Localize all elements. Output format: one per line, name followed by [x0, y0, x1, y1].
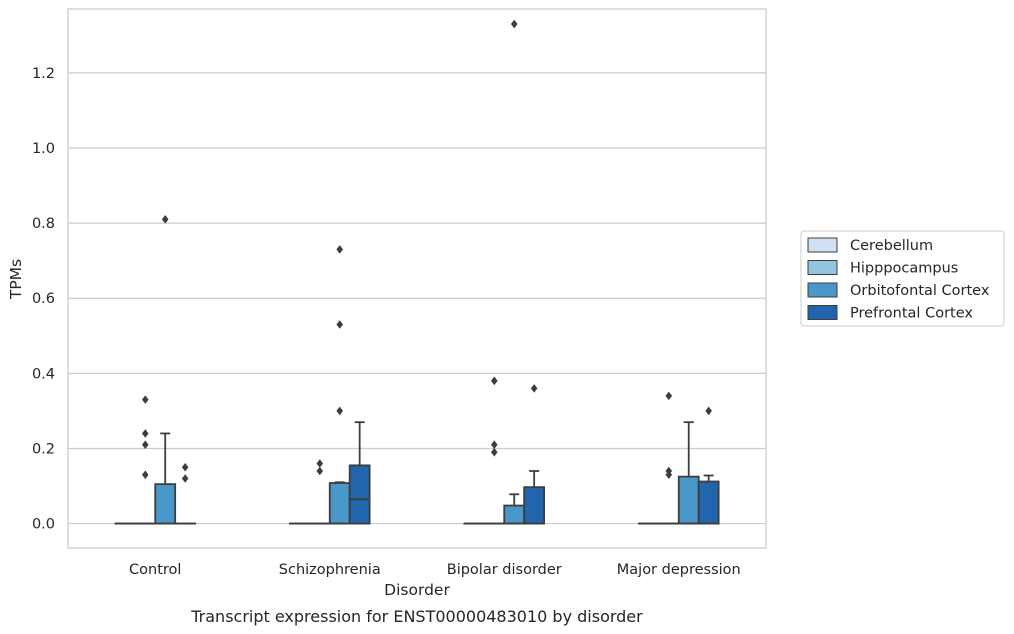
legend-swatch [807, 260, 838, 275]
outlier-point [181, 462, 189, 472]
outlier-point [705, 406, 712, 416]
y-tick-label: 1.0 [32, 141, 55, 157]
y-axis: 0.0 0.2 0.4 0.6 0.8 1.0 1.2 [32, 66, 55, 533]
outlier-point [141, 470, 149, 480]
y-tick-label: 0.2 [32, 441, 55, 457]
outlier-point [665, 466, 673, 476]
box-prefrontal-cortex [348, 421, 371, 525]
outlier-point [510, 19, 518, 29]
box-orbitofontal-cortex [328, 245, 351, 525]
outlier-point [530, 384, 538, 393]
box-prefrontal-cortex [523, 384, 546, 525]
legend: Cerebellum Hipppocampus Orbitofontal Corte… [800, 230, 1005, 327]
outlier-point [316, 459, 324, 468]
outlier-point [336, 406, 344, 416]
outlier-point [141, 440, 149, 450]
legend-label: Prefrontal Cortex [850, 306, 973, 322]
plot-background [68, 9, 766, 548]
x-tick-label: Schizophrenia [279, 562, 381, 578]
y-tick-label: 0.8 [32, 216, 55, 232]
x-tick-label: Bipolar disorder [447, 562, 562, 578]
box-body [677, 475, 700, 525]
box-body [154, 483, 177, 525]
legend-frame [800, 230, 1005, 327]
x-tick-label: Major depression [617, 562, 741, 578]
legend-swatch [807, 237, 838, 253]
y-tick-label: 0.6 [32, 291, 55, 307]
legend-swatch [807, 305, 838, 320]
outlier-point [161, 215, 169, 224]
box-body [697, 480, 720, 525]
box-body [348, 464, 371, 525]
box-orbitofontal-cortex [154, 215, 177, 525]
outlier-point [490, 376, 498, 386]
plot-frame [67, 8, 767, 549]
box-hipppocampus [134, 395, 157, 525]
gridlines [68, 72, 766, 525]
legend-label: Orbitofontal Cortex [850, 283, 990, 299]
x-tick-label: Control [129, 562, 181, 578]
y-axis-title: TPMs [7, 259, 25, 300]
box-body [328, 482, 351, 525]
box-body [523, 486, 546, 525]
outlier-point [141, 429, 149, 438]
outlier-point [490, 447, 498, 457]
y-tick-label: 0.4 [32, 366, 55, 382]
legend-swatch [807, 282, 838, 298]
outlier-point [181, 474, 189, 483]
y-tick-label: 0.0 [32, 517, 55, 533]
box-body [503, 504, 526, 525]
outlier-point [336, 245, 344, 254]
y-tick-label: 1.2 [32, 66, 55, 82]
box-prefrontal-cortex [697, 406, 720, 525]
legend-label: Hipppocampus [850, 261, 958, 277]
boxes [114, 19, 720, 525]
legend-label: Cerebellum [850, 238, 933, 254]
x-axis: Control Schizophrenia Bipolar disorder Majo… [129, 562, 741, 578]
box-prefrontal-cortex [174, 462, 197, 525]
outlier-point [490, 440, 498, 450]
outlier-point [665, 391, 673, 401]
outlier-point [141, 395, 149, 404]
chart-caption: Transcript expression for ENST0000048301… [190, 607, 643, 626]
outlier-point [316, 466, 324, 476]
x-axis-title: Disorder [384, 581, 450, 599]
outlier-point [336, 320, 344, 329]
